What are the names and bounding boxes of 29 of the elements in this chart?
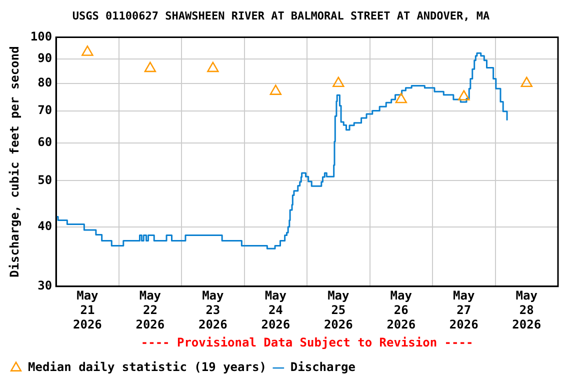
- legend-label: Discharge: [290, 360, 356, 374]
- x-tick-label: May 22 2026: [136, 288, 165, 332]
- y-tick-label: 80: [38, 76, 52, 90]
- x-tick-label: May 25 2026: [324, 288, 353, 332]
- x-tick-label: May 26 2026: [386, 288, 416, 332]
- x-tick-label: May 24 2026: [261, 288, 290, 332]
- x-tick-label: May 21 2026: [72, 288, 102, 332]
- y-tick-label: 50: [38, 172, 52, 187]
- y-tick-label: 100: [30, 29, 52, 44]
- x-tick-label: May 27 2026: [449, 288, 478, 332]
- y-tick-label: 70: [38, 103, 52, 118]
- point: [207, 62, 219, 72]
- legend-label: Median daily statistic (19 years): [28, 360, 266, 374]
- y-axis-title: Discharge, cubic feet per second: [7, 46, 22, 278]
- y-tick-label: 60: [38, 135, 52, 150]
- point: [82, 46, 94, 56]
- point: [144, 62, 156, 72]
- y-tick-label: 40: [38, 218, 52, 233]
- y-tick-label: 30: [38, 278, 52, 293]
- point: [395, 92, 407, 104]
- point: [270, 84, 282, 95]
- point: [520, 76, 532, 88]
- x-tick-label: May 23 2026: [198, 288, 228, 332]
- y-tick-label: 90: [38, 51, 52, 66]
- x-tick-label: May 28 2026: [512, 288, 542, 332]
- chart-title: USGS 01100627 SHAWSHEEN RIVER AT BALMORAL STREET AT ANDOVER, MA: [72, 9, 490, 22]
- text: ---- Provisional Data Subject to Revision ----: [140, 336, 474, 350]
- point: [332, 76, 344, 88]
- point: [458, 90, 470, 100]
